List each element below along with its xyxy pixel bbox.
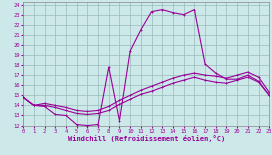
X-axis label: Windchill (Refroidissement éolien,°C): Windchill (Refroidissement éolien,°C): [67, 135, 225, 142]
